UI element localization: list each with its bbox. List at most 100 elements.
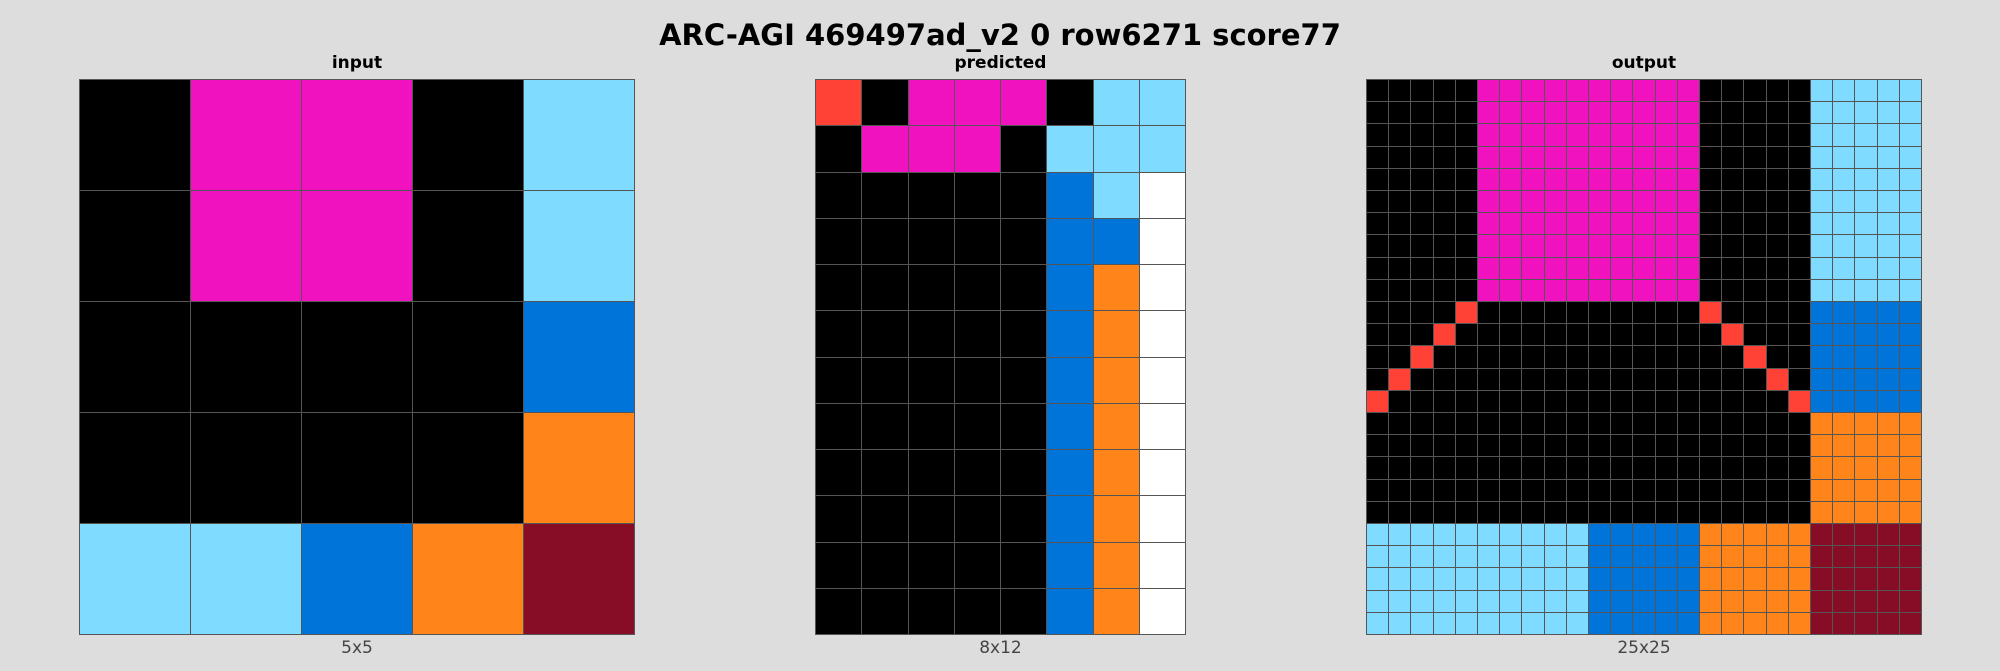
grid-cell (1811, 413, 1833, 435)
grid-cell (80, 80, 190, 190)
grid-cell (1811, 546, 1833, 568)
grid-cell (1389, 235, 1411, 257)
grid-cell (1455, 501, 1477, 523)
grid-cell (1877, 168, 1899, 190)
grid-cell (1722, 168, 1744, 190)
grid-cell (1367, 235, 1389, 257)
grid-cell (1744, 102, 1766, 124)
grid-cell (1522, 213, 1544, 235)
grid-cell (1500, 146, 1522, 168)
grid-cell (1633, 457, 1655, 479)
grid-cell (1633, 524, 1655, 546)
grid-cell (1766, 390, 1788, 412)
grid-cell (1478, 257, 1500, 279)
grid-cell (1811, 524, 1833, 546)
grid-cell (1047, 357, 1093, 403)
grid-cell (1093, 172, 1139, 218)
grid-cell (1522, 257, 1544, 279)
grid-cell (908, 218, 954, 264)
grid-cell (1001, 588, 1047, 634)
grid-cell (1411, 168, 1433, 190)
grid-cell (1722, 390, 1744, 412)
grid-cell (1455, 279, 1477, 301)
grid-cell (1722, 590, 1744, 612)
grid-cell (1367, 590, 1389, 612)
grid-cell (1788, 568, 1810, 590)
grid-cell (1093, 357, 1139, 403)
grid-cell (1522, 413, 1544, 435)
grid-cell (1766, 168, 1788, 190)
grid-cell (1478, 479, 1500, 501)
grid-cell (1722, 568, 1744, 590)
grid-cell (1877, 568, 1899, 590)
grid-cell (908, 265, 954, 311)
grid-cell (1522, 524, 1544, 546)
grid-cell (524, 191, 634, 301)
grid-cell (1722, 146, 1744, 168)
grid-cell (1899, 80, 1921, 102)
predicted-panel-label: predicted (954, 53, 1047, 73)
grid-cell (1877, 524, 1899, 546)
grid-cell (1766, 457, 1788, 479)
grid-cell (1139, 311, 1185, 357)
grid-cell (1367, 324, 1389, 346)
grid-cell (1093, 126, 1139, 172)
grid-cell (1877, 435, 1899, 457)
grid-cell (1522, 546, 1544, 568)
grid-cell (1899, 302, 1921, 324)
grid-cell (816, 265, 862, 311)
grid-cell (1855, 413, 1877, 435)
grid-cell (1633, 435, 1655, 457)
grid-cell (1522, 168, 1544, 190)
grid-cell (1766, 302, 1788, 324)
grid-cell (1389, 612, 1411, 634)
grid-cell (1811, 501, 1833, 523)
grid-cell (1633, 568, 1655, 590)
grid-cell (1855, 235, 1877, 257)
grid-cell (1611, 302, 1633, 324)
grid-cell (1700, 346, 1722, 368)
grid-cell (1899, 102, 1921, 124)
grid-cell (1589, 413, 1611, 435)
grid-cell (1001, 218, 1047, 264)
grid-cell (1855, 146, 1877, 168)
grid-cell (1700, 279, 1722, 301)
grid-cell (1744, 302, 1766, 324)
grid-cell (1047, 588, 1093, 634)
grid-cell (1566, 191, 1588, 213)
grid-cell (1566, 80, 1588, 102)
grid-cell (1500, 479, 1522, 501)
grid-cell (1833, 302, 1855, 324)
grid-cell (1367, 124, 1389, 146)
grid-cell (1833, 346, 1855, 368)
grid-cell (1566, 368, 1588, 390)
grid-cell (1522, 235, 1544, 257)
grid-cell (1411, 546, 1433, 568)
grid-cell (1367, 524, 1389, 546)
grid-cell (1411, 124, 1433, 146)
grid-cell (1877, 479, 1899, 501)
grid-cell (1478, 102, 1500, 124)
grid-cell (1544, 590, 1566, 612)
grid-cell (1722, 368, 1744, 390)
grid-cell (1411, 146, 1433, 168)
grid-cell (1500, 457, 1522, 479)
grid-cell (1744, 346, 1766, 368)
grid-cell (1855, 124, 1877, 146)
grid-cell (1001, 496, 1047, 542)
grid-cell (1855, 80, 1877, 102)
grid-cell (1655, 346, 1677, 368)
grid-cell (1139, 496, 1185, 542)
grid-cell (1899, 191, 1921, 213)
grid-cell (1700, 568, 1722, 590)
grid-cell (1047, 496, 1093, 542)
grid-cell (1389, 168, 1411, 190)
grid-cell (1655, 568, 1677, 590)
grid-cell (1877, 346, 1899, 368)
grid-cell (1478, 413, 1500, 435)
grid-cell (1433, 590, 1455, 612)
grid-cell (524, 302, 634, 412)
grid-cell (1722, 80, 1744, 102)
grid-cell (1766, 501, 1788, 523)
grid-cell (1655, 501, 1677, 523)
